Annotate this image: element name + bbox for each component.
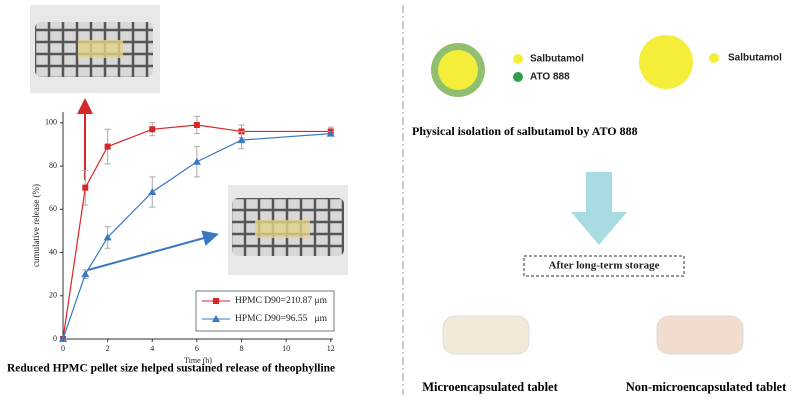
x-tick-label: 10	[282, 344, 290, 353]
x-tick-label: 2	[106, 344, 110, 353]
legend-box	[195, 290, 335, 332]
legend-dot	[513, 72, 523, 82]
down-arrow	[571, 172, 627, 245]
y-tick-label: 60	[49, 204, 57, 213]
marker	[326, 129, 335, 137]
marker	[192, 157, 201, 165]
x-axis-label: Time (h)	[184, 356, 212, 365]
tablet-caption: Non-microencapsulated tablet	[626, 380, 787, 394]
tablet-caption: Microencapsulated tablet	[422, 380, 558, 394]
legend-label: Salbutamol	[530, 54, 584, 65]
legend-marker	[213, 298, 219, 304]
storage-text: After long-term storage	[549, 260, 660, 272]
y-tick-label: 80	[49, 161, 57, 170]
y-axis-label: cumulative release (%)	[31, 184, 41, 267]
legend-marker	[212, 315, 220, 322]
photo-small-pellets	[228, 185, 348, 275]
tablet-photo	[652, 306, 747, 358]
legend-label: Salbutamol	[728, 53, 782, 64]
marker	[149, 126, 156, 133]
legend-label: HPMC D90=96.55 μm	[235, 314, 328, 324]
legend-dot	[513, 54, 523, 64]
y-tick-label: 100	[45, 118, 57, 127]
x-tick-label: 0	[61, 344, 65, 353]
marker	[59, 335, 67, 342]
y-tick-label: 20	[49, 291, 57, 300]
marker	[148, 187, 157, 195]
storage-box	[523, 255, 685, 277]
legend-label: HPMC D90=210.87 μm	[235, 296, 328, 306]
marker	[104, 143, 111, 150]
marker	[81, 270, 90, 278]
caption: Reduced HPMC pellet size helped sustaine…	[7, 363, 335, 375]
salbutamol-core	[438, 50, 478, 90]
salbutamol-core	[639, 35, 693, 89]
x-tick-label: 6	[195, 344, 199, 353]
marker	[103, 233, 112, 241]
marker	[193, 121, 200, 128]
tablet-photo	[438, 306, 533, 358]
y-tick-label: 40	[49, 247, 57, 256]
y-tick-label: 0	[53, 334, 57, 343]
arrow	[87, 230, 219, 271]
x-tick-label: 4	[150, 344, 154, 353]
x-tick-label: 8	[240, 344, 244, 353]
isolation-text: Physical isolation of salbutamol by ATO …	[412, 124, 638, 138]
marker	[237, 136, 246, 144]
legend-dot	[709, 53, 719, 63]
x-tick-label: 12	[327, 344, 335, 353]
marker	[82, 184, 89, 191]
legend-label: ATO 888	[530, 72, 570, 83]
photo-large-pellets	[30, 5, 160, 93]
